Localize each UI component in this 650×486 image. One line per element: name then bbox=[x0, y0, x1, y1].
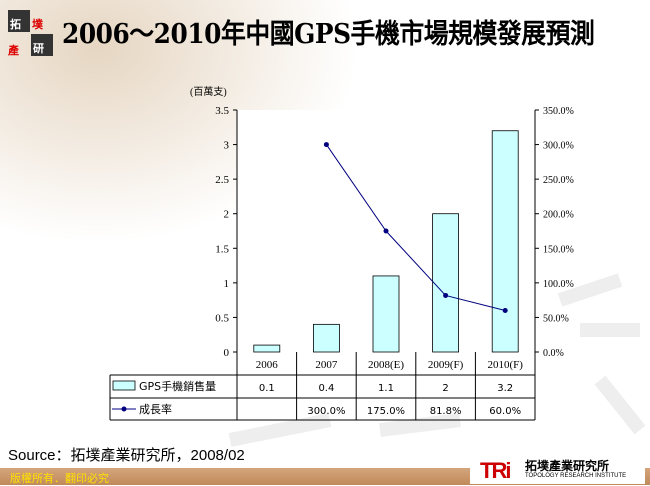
svg-text:產: 產 bbox=[7, 43, 19, 57]
y-unit-label: (百萬支) bbox=[190, 85, 227, 98]
growth-point bbox=[502, 308, 508, 314]
category-label: 2010(F) bbox=[487, 359, 523, 371]
bar-data-label: 0.4 bbox=[318, 383, 334, 394]
tri-en-name: TOPOLOGY RESEARCH INSTITUTE bbox=[525, 473, 627, 479]
y2-tick-label: 100.0% bbox=[543, 279, 574, 290]
category-label: 2007 bbox=[315, 359, 338, 371]
y-tick-label: 0.5 bbox=[215, 312, 229, 324]
tri-mark: TRi bbox=[480, 458, 511, 483]
category-label: 2009(F) bbox=[428, 359, 464, 371]
growth-line bbox=[325, 144, 506, 311]
bar-data-label: 0.1 bbox=[259, 383, 275, 394]
y2-tick-label: 300.0% bbox=[543, 141, 574, 152]
line-data-label: 175.0% bbox=[367, 406, 405, 417]
line-data-label: 81.8% bbox=[430, 406, 462, 417]
bar-data-label: 3.2 bbox=[497, 383, 513, 394]
y-tick-label: 1 bbox=[224, 278, 230, 290]
brand-logo: 拓 墣 產 研 bbox=[6, 4, 58, 62]
y-tick-label: 2 bbox=[224, 209, 230, 221]
y2-tick-label: 250.0% bbox=[543, 175, 574, 186]
svg-text:拓: 拓 bbox=[10, 17, 21, 31]
bar-2007 bbox=[312, 323, 340, 353]
y2-tick-label: 150.0% bbox=[543, 244, 574, 255]
growth-point bbox=[323, 142, 329, 148]
y2-tick-label: 50.0% bbox=[543, 313, 569, 324]
y2-tick-label: 350.0% bbox=[543, 106, 574, 117]
growth-point bbox=[383, 228, 389, 234]
bar-2008(E) bbox=[372, 275, 400, 353]
y-tick-label: 0 bbox=[224, 347, 230, 359]
line-data-label: 300.0% bbox=[307, 406, 345, 417]
growth-point bbox=[443, 292, 449, 298]
y-tick-label: 2.5 bbox=[215, 174, 229, 186]
y-tick-label: 3 bbox=[224, 140, 230, 152]
legend-line-label: 成長率 bbox=[139, 402, 172, 416]
bar-2010(F) bbox=[491, 130, 519, 353]
legend-line-marker bbox=[121, 406, 127, 412]
legend-bar-swatch bbox=[112, 380, 136, 391]
tri-cn-name: 拓墣產業研究所 bbox=[525, 459, 610, 473]
bar-data-label: 1.1 bbox=[378, 383, 394, 394]
category-label: 2008(E) bbox=[368, 359, 404, 371]
y2-tick-label: 200.0% bbox=[543, 210, 574, 221]
category-label: 2006 bbox=[256, 359, 279, 371]
tri-logo: TRi 拓墣產業研究所 TOPOLOGY RESEARCH INSTITUTE bbox=[470, 456, 645, 484]
bar-2006 bbox=[253, 344, 281, 353]
svg-text:墣: 墣 bbox=[32, 17, 43, 31]
legend-bar-label: GPS手機銷售量 bbox=[139, 379, 216, 393]
y-tick-label: 1.5 bbox=[215, 243, 229, 255]
source-note: Source：拓墣產業研究所，2008/02 bbox=[8, 447, 245, 464]
line-data-label: 60.0% bbox=[489, 406, 521, 417]
bar-data-label: 2 bbox=[442, 383, 448, 394]
page-title: 2006～2010年中國GPS手機市場規模發展預測 bbox=[62, 19, 595, 50]
y2-tick-label: 0.0% bbox=[543, 348, 564, 359]
y-tick-label: 3.5 bbox=[215, 105, 229, 117]
bar-2009(F) bbox=[432, 213, 460, 353]
copyright-text: 版權所有．翻印必究 bbox=[10, 472, 109, 485]
svg-text:研: 研 bbox=[33, 42, 44, 55]
